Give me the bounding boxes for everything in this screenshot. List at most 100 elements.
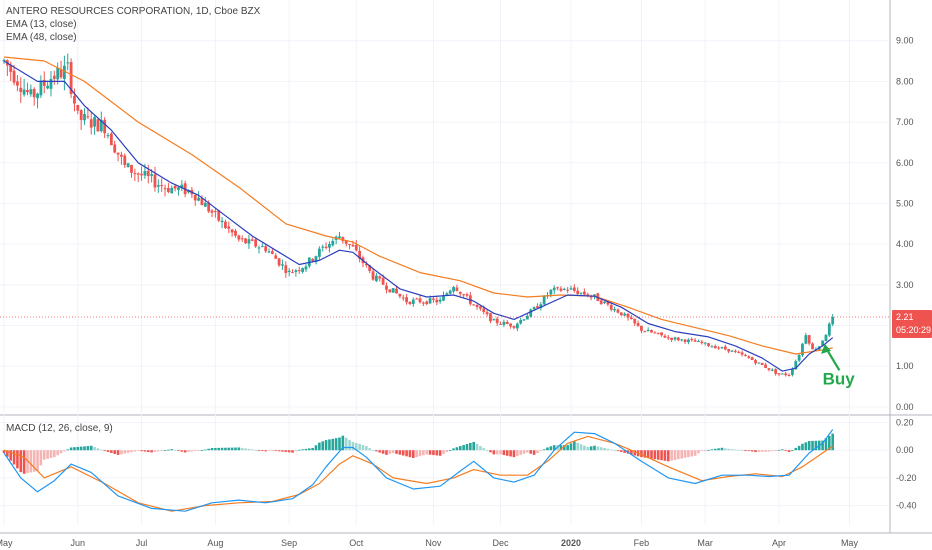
candle-body — [774, 369, 778, 374]
histogram-bar — [79, 446, 83, 451]
histogram-bar — [287, 450, 291, 453]
histogram-bar — [797, 445, 801, 451]
candle-body — [42, 79, 46, 86]
histogram-bar — [375, 450, 378, 452]
histogram-bar — [522, 450, 526, 454]
candle-body — [492, 319, 496, 321]
candle-body — [700, 341, 704, 344]
candle-body — [224, 221, 227, 228]
histogram-bar — [482, 448, 486, 451]
candle-body — [297, 270, 301, 272]
histogram-bar — [472, 441, 475, 451]
histogram-bar — [693, 450, 697, 456]
histogram-bar — [831, 433, 834, 451]
candle-body — [153, 174, 157, 188]
histogram-bar — [183, 450, 187, 453]
histogram-bar — [781, 449, 784, 451]
candle-body — [519, 320, 523, 324]
indicator-lines — [0, 56, 889, 512]
histogram-bar — [599, 447, 603, 451]
candle-body — [240, 238, 244, 240]
histogram-bar — [314, 445, 318, 451]
histogram-bar — [526, 450, 529, 453]
histogram-bar — [824, 438, 828, 451]
macd-tick-label: -0.20 — [896, 473, 917, 483]
candle-body — [314, 256, 318, 263]
histogram-bar — [167, 449, 170, 451]
candle-body — [529, 309, 533, 317]
histogram-bar — [552, 445, 556, 451]
histogram-bar — [160, 450, 163, 452]
histogram-bar — [331, 438, 335, 451]
histogram-bar — [562, 445, 566, 451]
ema-48-label[interactable]: EMA (48, close) — [6, 32, 77, 43]
histogram-bar — [341, 435, 345, 451]
candle-body — [787, 374, 791, 376]
last-price-badge[interactable]: 2.21 05:20:29 — [892, 309, 932, 338]
histogram-bar — [707, 449, 710, 451]
candle-body — [29, 89, 33, 95]
candle-body — [737, 351, 741, 353]
ema-13-label[interactable]: EMA (13, close) — [6, 19, 77, 30]
candle-body — [791, 368, 794, 375]
candle-body — [351, 244, 355, 247]
candle-body — [479, 306, 482, 309]
candle-body — [36, 93, 39, 99]
histogram-bar — [516, 450, 519, 456]
candle-body — [247, 239, 251, 244]
price-axis[interactable]: 0.001.002.003.004.005.006.007.008.009.00… — [892, 36, 932, 511]
histogram-bar — [717, 448, 720, 451]
candle-body — [230, 229, 234, 233]
candle-body — [89, 119, 93, 128]
candle-body — [650, 330, 653, 333]
macd-label[interactable]: MACD (12, 26, close, 9) — [6, 423, 113, 434]
histogram-bar — [630, 450, 633, 455]
symbol-title[interactable]: ANTERO RESOURCES CORPORATION, 1D, Cboe B… — [6, 6, 261, 17]
histogram-bar — [620, 450, 623, 452]
candle-body — [173, 185, 177, 189]
histogram-bar — [354, 442, 358, 451]
histogram-bar — [120, 450, 123, 455]
histogram-bar — [2, 450, 6, 453]
candle-body — [274, 255, 278, 259]
histogram-bar — [405, 450, 408, 457]
histogram-bar — [754, 450, 757, 453]
histogram-bar — [381, 450, 385, 454]
candle-body — [113, 144, 117, 153]
candle-body — [626, 313, 630, 318]
macd-tick-label: 0.20 — [896, 418, 914, 428]
histogram-bar — [237, 447, 241, 451]
candle-body — [52, 75, 56, 79]
histogram-bar — [767, 450, 771, 452]
histogram-bar — [227, 447, 231, 451]
histogram-bar — [365, 446, 368, 451]
time-tick-label: Jun — [71, 538, 86, 548]
time-tick-label: Aug — [207, 538, 223, 548]
histogram-bar — [828, 435, 831, 451]
candle-body — [59, 69, 63, 78]
histogram-bar — [418, 450, 422, 457]
price-tick-label: 5.00 — [896, 198, 914, 208]
histogram-bar — [311, 447, 314, 451]
candle-body — [267, 251, 271, 253]
histogram-bar — [274, 450, 278, 452]
histogram-bar — [740, 450, 744, 452]
time-tick-label: May — [841, 538, 859, 548]
candle-body — [56, 67, 60, 80]
histogram-bar — [428, 450, 432, 455]
time-axis[interactable]: May Jun Jul Aug Sep Oct Nov Dec 2020 Feb Mar Apr May — [0, 538, 858, 548]
histogram-bar — [777, 449, 781, 451]
candle-body — [79, 110, 83, 120]
histogram-bar — [653, 450, 657, 460]
macd-tick-label: 0.00 — [896, 445, 914, 455]
candle-body — [515, 323, 519, 329]
time-tick-label: 2020 — [561, 538, 581, 548]
candle-body — [593, 294, 596, 297]
histogram-bar — [277, 450, 281, 452]
histogram-bar — [603, 447, 606, 451]
candle-body — [39, 80, 43, 96]
price-tick-label: 0.00 — [896, 402, 914, 412]
candle-body — [676, 337, 680, 341]
candle-body — [32, 88, 36, 98]
